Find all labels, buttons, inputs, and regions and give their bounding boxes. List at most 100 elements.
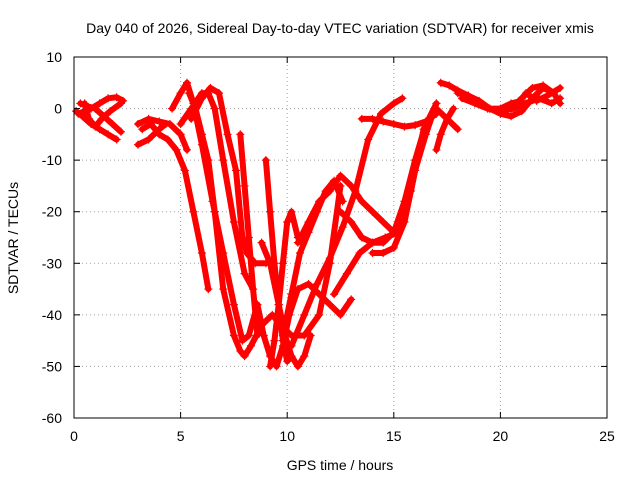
y-tick-label: -60 xyxy=(42,410,62,426)
data-point xyxy=(133,120,142,129)
data-point xyxy=(325,254,334,263)
data-point xyxy=(236,346,245,355)
series-track-22 xyxy=(357,109,441,131)
data-point xyxy=(278,259,287,268)
data-point xyxy=(507,104,516,113)
data-point xyxy=(368,207,377,216)
data-point xyxy=(155,130,164,139)
series-line xyxy=(254,280,355,370)
data-point xyxy=(517,94,526,103)
data-point xyxy=(357,233,366,242)
series-line xyxy=(294,172,397,246)
data-point xyxy=(325,187,334,196)
series-track-28 xyxy=(507,81,565,113)
series-line xyxy=(331,100,440,298)
series-line xyxy=(523,84,564,104)
data-point xyxy=(436,130,445,139)
data-point xyxy=(168,104,177,113)
data-point xyxy=(306,331,315,340)
data-point xyxy=(155,117,164,126)
series-line xyxy=(186,90,344,360)
data-point xyxy=(278,331,287,340)
y-tick-label: 10 xyxy=(46,49,62,65)
x-tick-label: 10 xyxy=(279,428,295,444)
data-point xyxy=(104,94,113,103)
x-tick-label: 0 xyxy=(70,428,78,444)
data-point xyxy=(187,114,196,123)
data-point xyxy=(539,81,548,90)
data-point xyxy=(108,120,117,129)
data-point xyxy=(315,310,324,319)
data-point xyxy=(532,96,541,105)
series-track-19 xyxy=(287,94,407,350)
data-point xyxy=(364,135,373,144)
series-track-6 xyxy=(133,114,191,154)
data-point xyxy=(547,99,556,108)
data-point xyxy=(389,99,398,108)
data-point xyxy=(304,218,313,227)
data-point xyxy=(287,290,296,299)
data-point xyxy=(347,295,356,304)
data-point xyxy=(556,99,565,108)
y-tick-label: -30 xyxy=(42,255,62,271)
series-line xyxy=(454,84,557,120)
data-point xyxy=(240,352,249,361)
data-point xyxy=(336,171,345,180)
data-point xyxy=(95,99,104,108)
data-point xyxy=(244,233,253,242)
y-tick-label: -50 xyxy=(42,358,62,374)
data-point xyxy=(197,130,206,139)
series-track-21 xyxy=(330,99,441,299)
data-point xyxy=(381,233,390,242)
data-point xyxy=(270,259,279,268)
data-point xyxy=(528,83,537,92)
data-point xyxy=(315,197,324,206)
data-point xyxy=(377,109,386,118)
y-tick-label: -10 xyxy=(42,152,62,168)
data-point xyxy=(112,93,121,102)
series-line xyxy=(135,121,169,148)
data-point xyxy=(517,107,526,116)
chart-title: Day 040 of 2026, Sidereal Day-to-day VTE… xyxy=(86,20,594,36)
data-point xyxy=(176,120,185,129)
data-point xyxy=(104,130,113,139)
data-point xyxy=(176,89,185,98)
data-point xyxy=(496,107,505,116)
data-point xyxy=(389,120,398,129)
data-point xyxy=(443,114,452,123)
data-point xyxy=(300,310,309,319)
series-track-7 xyxy=(138,120,213,294)
data-point xyxy=(300,352,309,361)
data-point xyxy=(91,122,100,131)
data-point xyxy=(283,218,292,227)
data-point xyxy=(97,114,106,123)
y-tick-label: 0 xyxy=(54,101,62,117)
data-point xyxy=(270,336,279,345)
data-point xyxy=(521,89,530,98)
data-point xyxy=(163,135,172,144)
data-point xyxy=(197,248,206,257)
data-point xyxy=(176,130,185,139)
data-point xyxy=(244,331,253,340)
data-point xyxy=(257,238,266,247)
data-point xyxy=(80,99,89,108)
data-point xyxy=(293,362,302,371)
data-point xyxy=(219,285,228,294)
data-point xyxy=(421,130,430,139)
data-point xyxy=(180,166,189,175)
series-line xyxy=(135,115,190,153)
data-point xyxy=(240,181,249,190)
data-point xyxy=(287,352,296,361)
data-point xyxy=(470,99,479,108)
data-point xyxy=(144,114,153,123)
x-tick-label: 15 xyxy=(386,428,402,444)
data-point xyxy=(210,207,219,216)
series-line xyxy=(288,95,406,349)
data-point xyxy=(84,114,93,123)
data-point xyxy=(185,89,194,98)
data-point xyxy=(453,89,462,98)
series-line xyxy=(139,121,212,293)
data-point xyxy=(379,248,388,257)
data-point xyxy=(304,279,313,288)
